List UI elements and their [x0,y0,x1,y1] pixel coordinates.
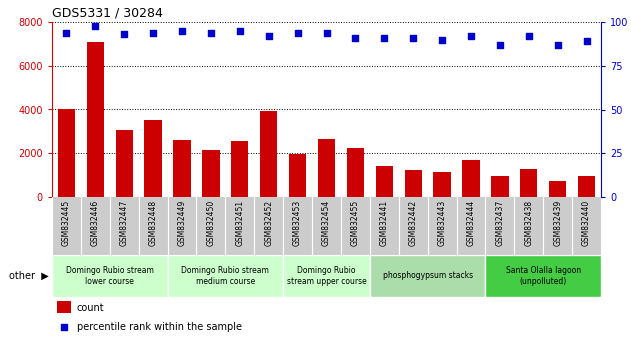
Text: GSM832442: GSM832442 [409,200,418,246]
Text: percentile rank within the sample: percentile rank within the sample [77,322,242,332]
Point [293,30,303,35]
Text: GSM832455: GSM832455 [351,200,360,246]
Text: count: count [77,303,104,313]
Text: Santa Olalla lagoon
(unpolluted): Santa Olalla lagoon (unpolluted) [505,266,581,286]
Text: Domingo Rubio stream
lower course: Domingo Rubio stream lower course [66,266,154,286]
Bar [404,170,422,197]
Point [206,30,216,35]
Text: GSM832444: GSM832444 [466,200,476,246]
Bar [578,176,595,197]
Text: Domingo Rubio
stream upper course: Domingo Rubio stream upper course [286,266,367,286]
Point [582,39,592,44]
Point [177,28,187,34]
Text: phosphogypsum stacks: phosphogypsum stacks [382,272,473,280]
Point [495,42,505,47]
Bar [318,139,335,197]
Text: GSM832447: GSM832447 [120,200,129,246]
Text: other  ▶: other ▶ [9,271,49,281]
Text: GSM832448: GSM832448 [149,200,158,246]
Bar [52,255,168,297]
Text: GSM832438: GSM832438 [524,200,533,246]
Point [119,32,129,37]
Bar [375,166,393,197]
Bar [289,154,306,197]
Bar [57,301,71,313]
Text: Domingo Rubio stream
medium course: Domingo Rubio stream medium course [182,266,269,286]
Point [408,35,418,41]
Bar [260,110,278,197]
Point [90,23,100,28]
Bar [520,169,538,197]
Point [524,33,534,39]
Point [379,35,389,41]
Bar [491,176,509,197]
Text: GSM832437: GSM832437 [495,200,504,246]
Text: GSM832443: GSM832443 [437,200,447,246]
Text: GSM832449: GSM832449 [177,200,187,246]
Point [437,37,447,42]
Bar [346,148,364,197]
Point [264,33,274,39]
Text: GSM832450: GSM832450 [206,200,215,246]
Bar [485,255,601,297]
Bar [168,255,283,297]
Point [321,30,331,35]
Point [148,30,158,35]
Bar [144,120,162,197]
Text: GSM832454: GSM832454 [322,200,331,246]
Text: GSM832446: GSM832446 [91,200,100,246]
Bar [549,181,567,197]
Text: GSM832451: GSM832451 [235,200,244,246]
Bar [463,160,480,197]
Point [466,33,476,39]
Bar [115,130,133,197]
Text: GSM832452: GSM832452 [264,200,273,246]
Bar [370,255,485,297]
Bar [231,141,249,197]
Bar [283,255,370,297]
Bar [58,109,75,197]
Bar [203,150,220,197]
Point [59,324,69,330]
Point [350,35,360,41]
Text: GSM832453: GSM832453 [293,200,302,246]
Text: GDS5331 / 30284: GDS5331 / 30284 [52,6,163,19]
Point [553,42,563,47]
Bar [433,172,451,197]
Text: GSM832445: GSM832445 [62,200,71,246]
Point [61,30,71,35]
Text: GSM832441: GSM832441 [380,200,389,246]
Text: GSM832440: GSM832440 [582,200,591,246]
Point [235,28,245,34]
Bar [174,140,191,197]
Bar [86,42,104,197]
Text: GSM832439: GSM832439 [553,200,562,246]
